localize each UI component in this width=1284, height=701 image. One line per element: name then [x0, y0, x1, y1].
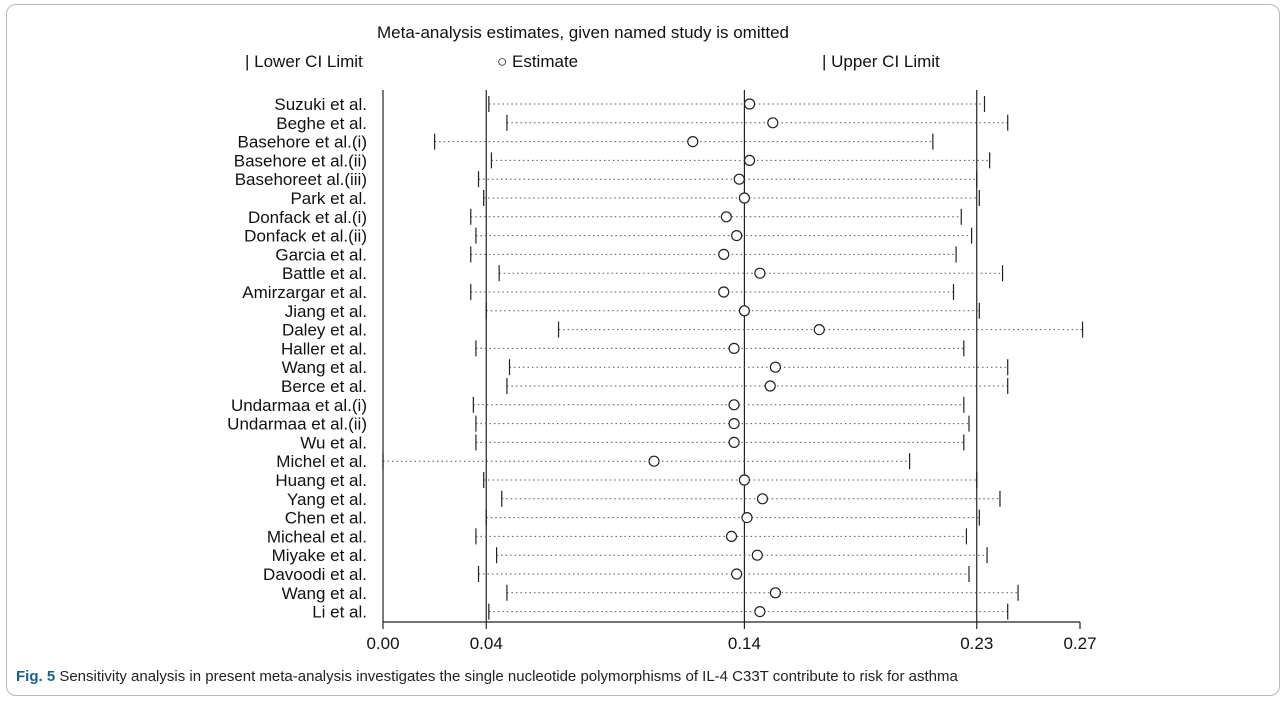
study-label: Daley et al. [282, 321, 367, 340]
estimate-point [718, 248, 730, 260]
legend-item: | Upper CI Limit [822, 52, 940, 71]
study-label: Garcia et al. [275, 245, 367, 264]
estimate-point [741, 511, 753, 524]
estimate-point [738, 192, 751, 204]
study-label: Wang et al. [282, 358, 367, 377]
estimate-point [728, 436, 740, 448]
estimate-point [754, 267, 766, 279]
study-label: Beghe et al. [276, 114, 367, 133]
figure-label: Fig. 5 [16, 668, 56, 685]
study-label: Basehore et al.(ii) [234, 151, 367, 170]
study-label: Basehoreet al.(iii) [235, 170, 367, 189]
estimate-point [728, 342, 740, 354]
legend: | Lower CI Limit ○ Estimate | Upper CI Lim… [245, 52, 940, 71]
estimate-point [738, 305, 751, 317]
estimate-point [767, 117, 779, 129]
study-label: Undarmaa et al.(ii) [227, 415, 367, 434]
estimate-point [769, 587, 781, 599]
study-label: Undarmaa et al.(i) [231, 396, 367, 415]
legend-item: ○ Estimate [497, 52, 578, 71]
study-marks [382, 96, 1084, 620]
study-label: Battle et al. [282, 264, 367, 283]
estimate-point [733, 173, 745, 185]
study-label: Park et al. [290, 189, 367, 208]
study-label: Donfack et al.(i) [248, 208, 367, 227]
study-label: Davoodi et al. [263, 565, 367, 584]
study-labels: Suzuki et al.Beghe et al.Basehore et al.… [227, 95, 367, 622]
sensitivity-plot: Meta-analysis estimates, given named stu… [227, 23, 1097, 653]
study-label: Wu et al. [300, 433, 367, 452]
x-tick-label: 0.27 [1063, 634, 1096, 653]
legend-item: | Lower CI Limit [245, 52, 363, 71]
x-tick-label: 0.23 [960, 634, 993, 653]
study-label: Suzuki et al. [274, 95, 367, 114]
estimate-point [813, 324, 825, 336]
chart-title: Meta-analysis estimates, given named stu… [377, 23, 789, 42]
study-label: Basehore et al.(i) [238, 133, 367, 152]
caption-text: Sensitivity analysis in present meta-ana… [55, 668, 958, 685]
study-label: Yang et al. [287, 490, 367, 509]
study-label: Huang et al. [275, 471, 367, 490]
estimate-point [731, 568, 743, 580]
estimate-point [769, 361, 781, 373]
figure-caption: Fig. 5 Sensitivity analysis in present m… [16, 668, 958, 685]
estimate-point [754, 605, 766, 618]
study-label: Micheal et al. [267, 527, 367, 546]
study-label: Michel et al. [276, 452, 367, 471]
estimate-point [728, 399, 740, 411]
study-label: Jiang et al. [285, 302, 367, 321]
estimate-point [756, 493, 769, 505]
study-label: Amirzargar et al. [242, 283, 367, 302]
estimate-point [725, 530, 738, 543]
estimate-point [728, 418, 740, 430]
estimate-point [738, 474, 751, 486]
estimate-point [687, 136, 699, 148]
estimate-point [764, 380, 776, 392]
study-label: Donfack et al.(ii) [244, 227, 367, 246]
figure-frame [6, 4, 1280, 696]
estimate-point [718, 286, 730, 298]
study-label: Miyake et al. [272, 546, 367, 565]
estimate-point [720, 211, 732, 223]
x-tick-label: 0.14 [728, 634, 761, 653]
x-tick-label: 0.00 [366, 634, 399, 653]
x-tick-label: 0.04 [470, 634, 503, 653]
estimate-point [731, 230, 743, 242]
estimate-point [648, 455, 660, 467]
study-label: Li et al. [312, 603, 367, 622]
estimate-point [751, 549, 763, 561]
x-axis: 0.00 0.04 0.14 0.23 0.27 [366, 621, 1097, 653]
reference-lines [382, 90, 978, 622]
study-label: Berce et al. [281, 377, 367, 396]
study-label: Haller et al. [281, 339, 367, 358]
study-label: Chen et al. [285, 509, 367, 528]
study-label: Wang et al. [282, 584, 367, 603]
estimate-point [743, 98, 756, 110]
estimate-point [743, 154, 756, 166]
